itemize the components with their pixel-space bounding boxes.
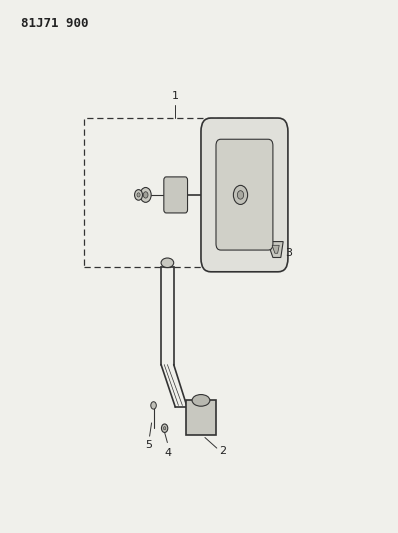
- FancyBboxPatch shape: [201, 118, 288, 272]
- FancyBboxPatch shape: [186, 400, 216, 435]
- Circle shape: [143, 192, 148, 198]
- Circle shape: [135, 190, 142, 200]
- Ellipse shape: [161, 258, 174, 268]
- Text: 4: 4: [165, 448, 172, 458]
- Ellipse shape: [192, 394, 210, 406]
- Text: 3: 3: [285, 248, 292, 259]
- Circle shape: [137, 193, 140, 197]
- FancyBboxPatch shape: [164, 177, 187, 213]
- Circle shape: [151, 402, 156, 409]
- Text: 81J71 900: 81J71 900: [21, 17, 89, 30]
- Circle shape: [162, 424, 168, 432]
- Polygon shape: [267, 241, 283, 257]
- FancyBboxPatch shape: [216, 139, 273, 250]
- Text: 5: 5: [145, 440, 152, 450]
- Circle shape: [164, 426, 166, 430]
- Text: 2: 2: [219, 446, 226, 456]
- Circle shape: [233, 185, 248, 205]
- Polygon shape: [272, 245, 279, 253]
- Text: 1: 1: [172, 91, 179, 101]
- Circle shape: [237, 191, 244, 199]
- Circle shape: [140, 188, 151, 203]
